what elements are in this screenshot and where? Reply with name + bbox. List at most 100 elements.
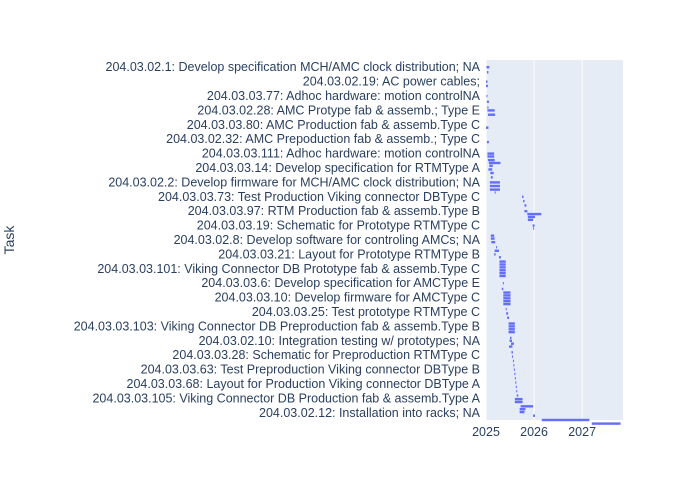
x-gridlines bbox=[485, 60, 583, 420]
task-bar bbox=[527, 218, 534, 222]
task-bar bbox=[494, 249, 499, 252]
y-tick-label: 204.03.03.19: Schematic for Prototype RT… bbox=[197, 219, 480, 233]
task-bar bbox=[512, 359, 514, 363]
task-bar bbox=[527, 215, 536, 219]
task-bar bbox=[524, 204, 527, 207]
y-tick-labels: 204.03.02.1: Develop specification MCH/A… bbox=[74, 60, 481, 420]
task-bar bbox=[487, 113, 496, 116]
y-tick-label: 204.03.02.19: AC power cables; bbox=[303, 75, 480, 89]
x-tick-labels: 2025 2026 2027 bbox=[472, 425, 596, 439]
task-bar bbox=[503, 294, 511, 297]
task-bar bbox=[498, 256, 501, 259]
task-bar bbox=[486, 84, 488, 88]
task-bar bbox=[486, 66, 490, 69]
task-bar bbox=[516, 394, 519, 397]
task-bar bbox=[505, 307, 507, 311]
y-tick-label: 204.03.03.63: Test Preproduction Viking … bbox=[141, 363, 480, 377]
task-bar bbox=[514, 397, 523, 401]
task-bar bbox=[509, 345, 513, 348]
task-bar bbox=[513, 368, 515, 371]
y-tick-label: 204.03.03.103: Viking Connector DB Prepr… bbox=[74, 319, 480, 333]
task-bar bbox=[489, 184, 500, 188]
task-bar bbox=[532, 224, 535, 227]
task-bar bbox=[514, 372, 516, 376]
y-tick-label: 204.03.03.111: Adhoc hardware: motion co… bbox=[202, 147, 481, 161]
task-bar bbox=[509, 339, 512, 342]
y-tick-label: 204.03.02.10: Integration testing w/ pro… bbox=[199, 334, 481, 348]
task-bar bbox=[507, 316, 510, 319]
task-bar bbox=[511, 351, 513, 354]
task-bar bbox=[499, 274, 506, 278]
task-bar bbox=[489, 188, 500, 191]
y-tick-label: 204.03.02.28: AMC Protype fab & assemb.;… bbox=[197, 103, 480, 117]
task-bar bbox=[522, 195, 524, 198]
task-bar bbox=[499, 266, 506, 269]
task-bar bbox=[515, 381, 517, 384]
task-bar bbox=[541, 418, 590, 422]
plot-background bbox=[486, 60, 623, 420]
y-tick-label: 204.03.03.73: Test Production Viking con… bbox=[158, 190, 480, 204]
task-bar bbox=[508, 328, 515, 331]
task-bar bbox=[487, 109, 495, 112]
y-tick-label: 204.03.03.14: Develop specification for … bbox=[195, 161, 480, 175]
y-tick-label: 204.03.03.97: RTM Production fab & assem… bbox=[188, 204, 480, 218]
task-bar bbox=[503, 300, 511, 303]
y-tick-label: 204.03.03.77: Adhoc hardware: motion con… bbox=[207, 89, 481, 103]
task-bar bbox=[513, 364, 515, 367]
y-tick-label: 204.03.03.25: Test prototype RTMType C bbox=[252, 305, 480, 319]
task-bar bbox=[499, 260, 506, 263]
task-bar bbox=[488, 161, 501, 165]
y-tick-label: 204.03.03.21: Layout for Prototype RTMTy… bbox=[218, 247, 480, 261]
task-bar bbox=[486, 71, 489, 74]
task-bar bbox=[519, 410, 525, 414]
task-bar bbox=[516, 390, 518, 393]
task-bar bbox=[486, 94, 488, 98]
task-bar bbox=[533, 227, 535, 230]
task-bar bbox=[506, 312, 509, 315]
y-tick-label: 204.03.02.8: Develop software for contro… bbox=[174, 233, 481, 247]
task-bars bbox=[486, 66, 621, 425]
task-bar bbox=[524, 210, 528, 213]
task-bar bbox=[508, 322, 515, 325]
task-bar bbox=[486, 80, 488, 83]
task-bar bbox=[499, 269, 506, 272]
task-bar bbox=[486, 140, 489, 144]
task-bar bbox=[519, 408, 526, 411]
task-bar bbox=[533, 414, 536, 417]
task-bar bbox=[487, 152, 495, 155]
task-bar bbox=[523, 199, 525, 203]
y-tick-label: 204.03.02.32: AMC Prepoduction fab & ass… bbox=[166, 132, 480, 146]
y-tick-label: 204.03.03.68: Layout for Production Viki… bbox=[127, 377, 481, 391]
task-bar bbox=[515, 385, 517, 389]
task-bar bbox=[591, 422, 621, 425]
task-bar bbox=[508, 325, 515, 328]
task-bar bbox=[510, 336, 512, 340]
y-tick-label: 204.03.03.6: Develop specification for A… bbox=[201, 276, 480, 290]
y-tick-label: 204.03.03.28: Schematic for Preproductio… bbox=[172, 348, 480, 362]
task-bar bbox=[511, 355, 513, 358]
x-tick-label: 2026 bbox=[520, 425, 548, 439]
task-bar bbox=[487, 158, 495, 162]
task-bar bbox=[486, 100, 489, 103]
task-bar bbox=[487, 106, 489, 109]
y-tick-label: 204.03.03.10: Develop firmware for AMCTy… bbox=[215, 291, 480, 305]
task-bar bbox=[496, 246, 498, 249]
task-bar bbox=[488, 168, 493, 171]
task-bar bbox=[503, 302, 511, 306]
y-axis-title: Task bbox=[1, 225, 17, 255]
task-bar bbox=[510, 342, 514, 345]
task-bar bbox=[490, 176, 493, 179]
task-bar bbox=[490, 171, 494, 175]
task-bar bbox=[494, 253, 496, 256]
task-bar bbox=[489, 164, 493, 168]
task-bar bbox=[514, 377, 516, 380]
task-bar bbox=[520, 405, 534, 408]
task-bar bbox=[502, 282, 504, 285]
task-bar bbox=[490, 237, 495, 240]
task-bar bbox=[503, 297, 511, 300]
task-bar bbox=[499, 263, 506, 266]
task-bar bbox=[527, 212, 542, 216]
task-bar bbox=[489, 181, 500, 184]
task-bar bbox=[487, 155, 495, 158]
